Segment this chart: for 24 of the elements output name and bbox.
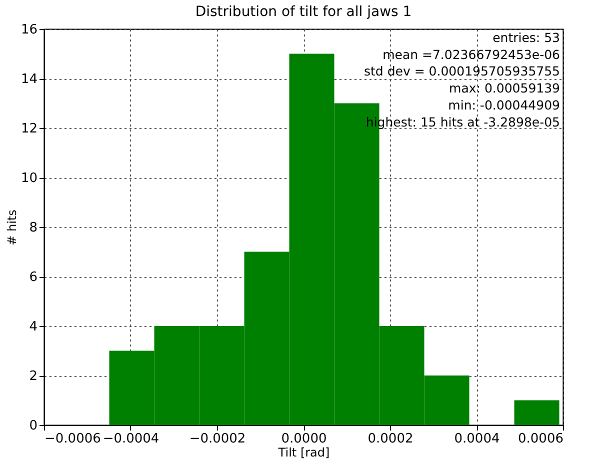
y-tick-label: 6 (29, 270, 38, 285)
x-tick-label: −0.0002 (189, 432, 246, 446)
y-tick-label: 16 (20, 22, 38, 38)
x-tick-label: −0.0006 (44, 432, 101, 446)
annotation: min: -0.00044909 (448, 97, 560, 112)
x-tick-label: 0.0006 (518, 432, 564, 446)
x-tick-label: −0.0004 (102, 432, 160, 446)
x-axis-title: Tilt [rad] (277, 446, 330, 460)
annotation: mean =7.02366792453e-06 (382, 46, 560, 62)
y-tick-label: 4 (29, 320, 38, 334)
y-tick-label: 0 (29, 418, 38, 434)
x-tick-label: 0.0004 (454, 432, 500, 446)
x-tick-label: 0.0002 (368, 432, 414, 446)
annotation: entries: 53 (492, 30, 560, 45)
y-tick-label: 14 (20, 72, 38, 87)
y-tick-label: 8 (29, 220, 38, 236)
annotation: max: 0.00059139 (449, 80, 560, 96)
chart-title: Distribution of tilt for all jaws 1 (195, 4, 412, 20)
x-tick-label: 0.0000 (281, 432, 327, 446)
annotation: std dev = 0.000195705935755 (364, 64, 560, 79)
y-axis-title: # hits (4, 210, 19, 246)
y-tick-label: 12 (20, 122, 38, 136)
y-tick-label: 10 (20, 171, 38, 186)
y-tick-label: 2 (29, 369, 38, 384)
